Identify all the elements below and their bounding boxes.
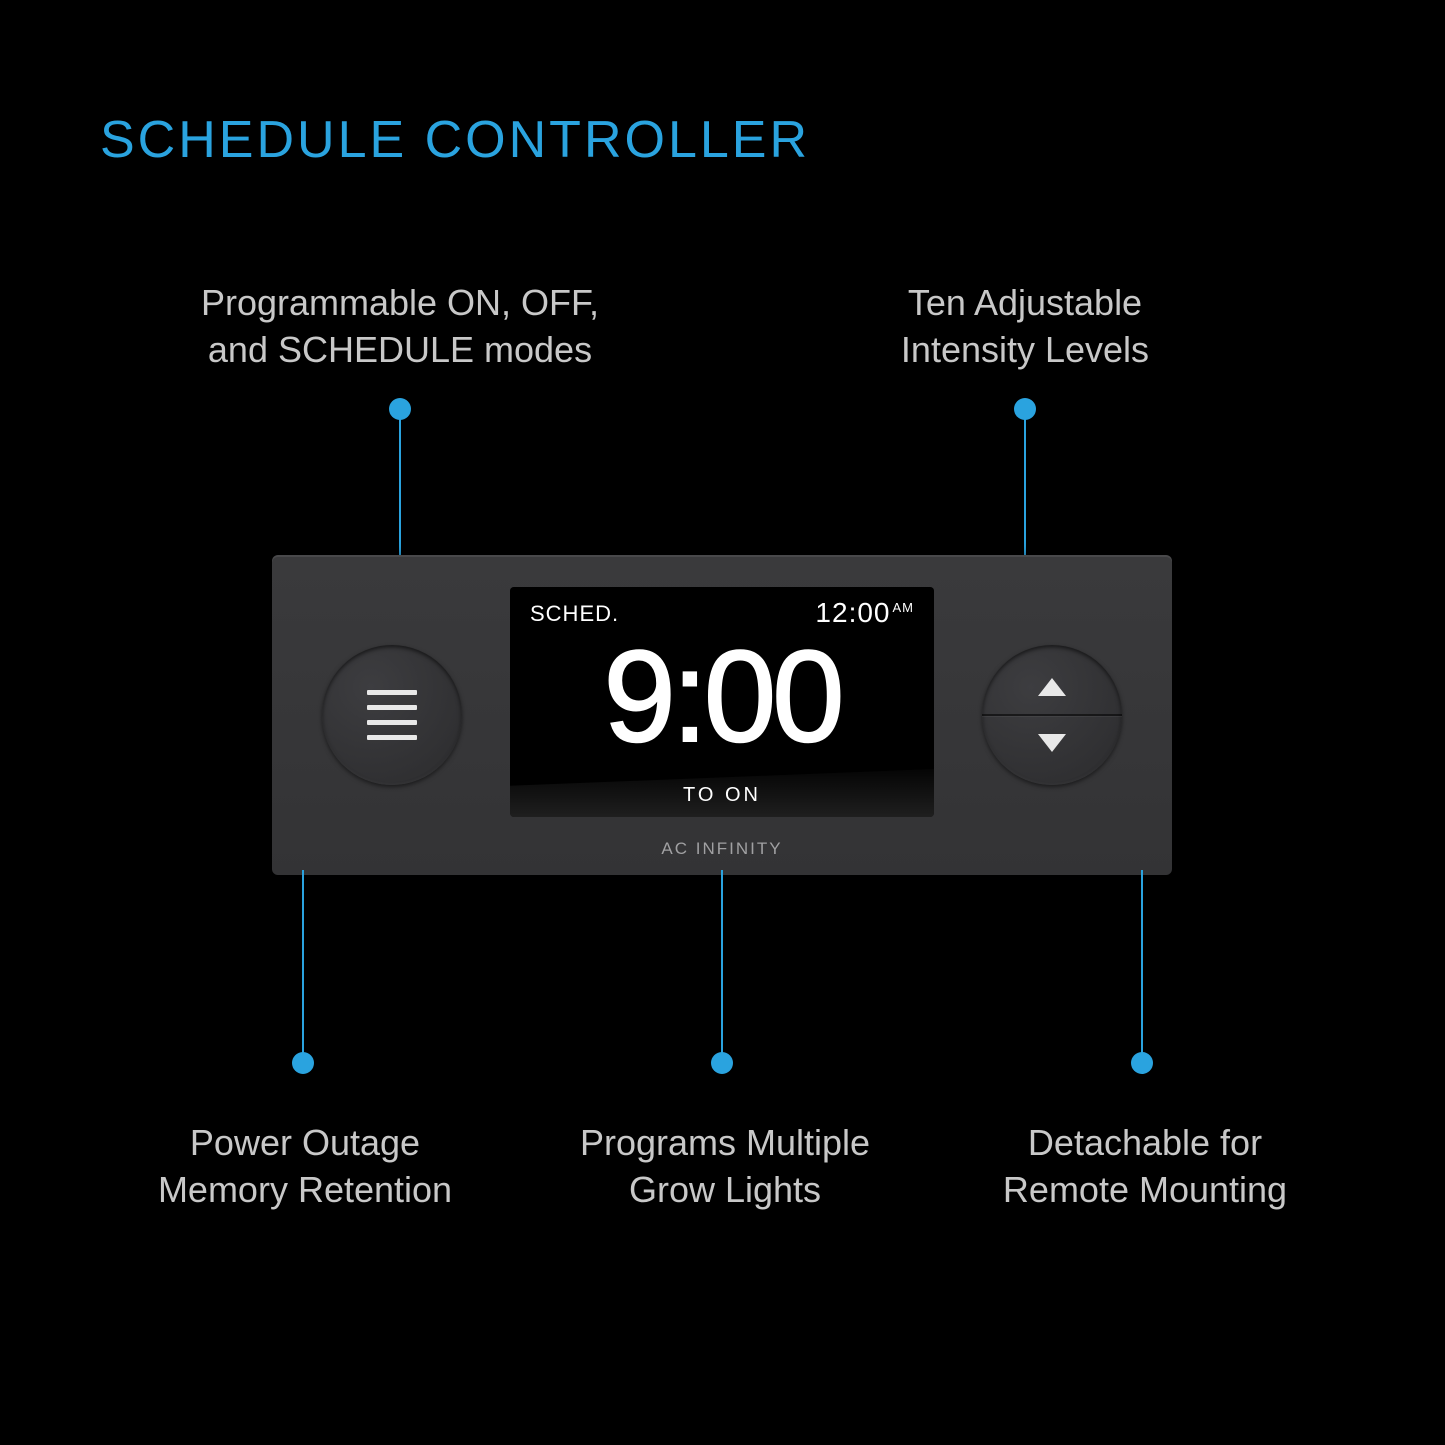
screen-footer: TO ON	[510, 784, 934, 807]
menu-icon	[367, 690, 417, 740]
callout-text-line: and SCHEDULE modes	[140, 327, 660, 374]
controller-device: SCHED. 12:00AM 9:00 TO ON AC INFINITY	[272, 555, 1172, 875]
callout-dot	[1014, 398, 1036, 420]
arrow-down-icon[interactable]	[1038, 734, 1066, 752]
callout-text-line: Ten Adjustable	[800, 280, 1250, 327]
callout-text-line: Remote Mounting	[940, 1167, 1350, 1214]
callout-text-line: Programmable ON, OFF,	[140, 280, 660, 327]
clock-ampm: AM	[893, 600, 915, 615]
callout-detachable: Detachable for Remote Mounting	[940, 1120, 1350, 1214]
button-divider	[982, 714, 1122, 716]
callout-connector	[399, 408, 401, 563]
callout-text-line: Memory Retention	[100, 1167, 510, 1214]
callout-connector	[721, 870, 723, 1060]
callout-programmable-modes: Programmable ON, OFF, and SCHEDULE modes	[140, 280, 660, 374]
callout-power-outage: Power Outage Memory Retention	[100, 1120, 510, 1214]
callout-text-line: Power Outage	[100, 1120, 510, 1167]
callout-multiple-lights: Programs Multiple Grow Lights	[520, 1120, 930, 1214]
callout-intensity-levels: Ten Adjustable Intensity Levels	[800, 280, 1250, 374]
callout-text-line: Intensity Levels	[800, 327, 1250, 374]
lcd-screen: SCHED. 12:00AM 9:00 TO ON	[510, 587, 934, 817]
callout-text-line: Detachable for	[940, 1120, 1350, 1167]
callout-dot	[1131, 1052, 1153, 1074]
callout-connector	[1141, 870, 1143, 1060]
callout-dot	[389, 398, 411, 420]
callout-connector	[1024, 408, 1026, 563]
arrow-up-icon[interactable]	[1038, 678, 1066, 696]
brand-label: AC INFINITY	[272, 839, 1172, 859]
schedule-time-value: 9:00	[510, 631, 934, 761]
up-down-button	[982, 645, 1122, 785]
callout-connector	[302, 870, 304, 1060]
callout-text-line: Grow Lights	[520, 1167, 930, 1214]
callout-text-line: Programs Multiple	[520, 1120, 930, 1167]
callout-dot	[292, 1052, 314, 1074]
callout-dot	[711, 1052, 733, 1074]
page-title: SCHEDULE CONTROLLER	[100, 110, 810, 170]
menu-button[interactable]	[322, 645, 462, 785]
